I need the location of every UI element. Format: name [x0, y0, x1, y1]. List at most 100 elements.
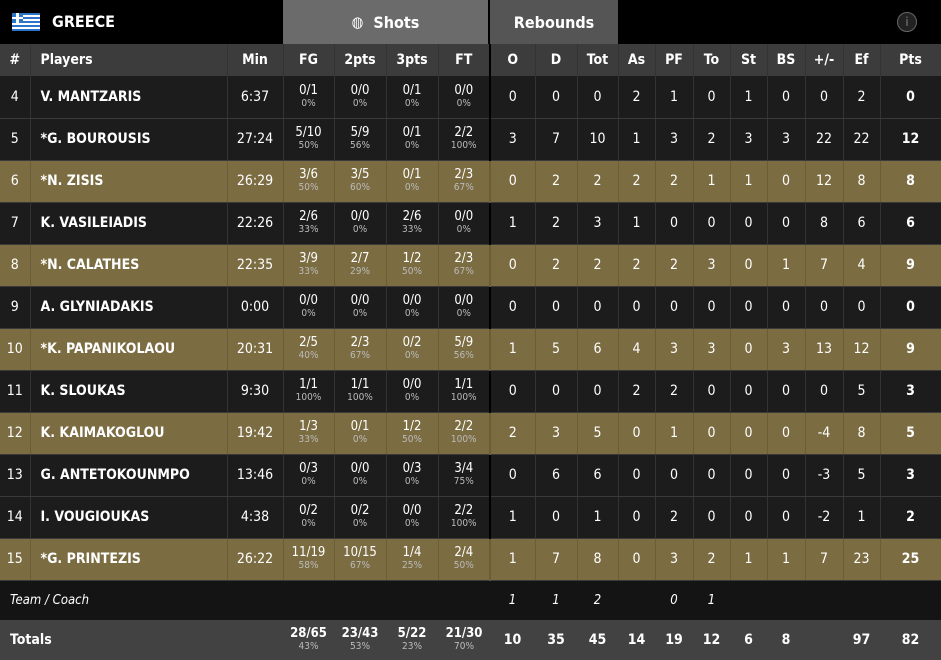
- pf-stat: 1: [655, 76, 694, 119]
- p3-stat: 0/2 0%: [386, 328, 439, 371]
- fg-stat: 11/19 58%: [283, 538, 335, 581]
- p2-stat: 0/0 0%: [334, 286, 387, 329]
- column-header[interactable]: 2pts: [334, 44, 387, 76]
- player-row[interactable]: 5 *G. BOUROUSIS 27:24 5/10 50% 5/9 56% 0/1 0% 2/2…: [0, 118, 941, 161]
- pf-stat: 3: [655, 538, 694, 581]
- p2-stat: 0/0 0%: [334, 76, 387, 119]
- player-row[interactable]: 14 I. VOUGIOUKAS 4:38 0/2 0% 0/2 0% 0/0 0% 2/2 100…: [0, 496, 941, 539]
- tot-stat: 2: [577, 244, 619, 287]
- player-row[interactable]: 12 K. KAIMAKOGLOU 19:42 1/3 33% 0/1 0% 1/2 50% 2/…: [0, 412, 941, 455]
- column-header[interactable]: Players: [30, 44, 228, 76]
- bs-stat: 0: [767, 454, 806, 497]
- pf-stat: 2: [655, 160, 694, 203]
- column-header[interactable]: As: [618, 44, 656, 76]
- ef-stat: 8: [843, 160, 881, 203]
- greece-flag-icon: [12, 13, 40, 31]
- o-stat: 0: [490, 370, 536, 413]
- as-stat: 0: [618, 538, 656, 581]
- bs-stat: 0: [767, 202, 806, 245]
- player-row[interactable]: 10 *K. PAPANIKOLAOU 20:31 2/5 40% 2/3 67% 0/2 0%…: [0, 328, 941, 371]
- st-stat: 1: [730, 538, 768, 581]
- column-header[interactable]: To: [693, 44, 731, 76]
- column-header[interactable]: FT: [438, 44, 491, 76]
- ef-total: 97: [843, 620, 880, 660]
- pf-stat: 2: [655, 244, 694, 287]
- pts-stat: 5: [880, 412, 941, 455]
- column-header[interactable]: #: [0, 44, 31, 76]
- info-icon[interactable]: i: [897, 12, 917, 32]
- to-stat: 0: [693, 496, 731, 539]
- player-number: 13: [0, 454, 31, 497]
- as-stat: 0: [618, 286, 656, 329]
- column-header[interactable]: D: [535, 44, 578, 76]
- pf-stat: 2: [655, 496, 694, 539]
- ft-stat: 0/0 0%: [438, 286, 491, 329]
- tot-stat: 6: [577, 454, 619, 497]
- bs-total: 8: [767, 620, 805, 660]
- column-header[interactable]: St: [730, 44, 768, 76]
- pts-stat: 2: [880, 496, 941, 539]
- tot-stat: 5: [577, 412, 619, 455]
- player-name: V. MANTZARIS: [30, 76, 228, 119]
- player-row[interactable]: 9 A. GLYNIADAKIS 0:00 0/0 0% 0/0 0% 0/0 0% 0/0 0% 0…: [0, 286, 941, 329]
- fg-stat: 3/9 33%: [283, 244, 335, 287]
- p3-stat: 2/6 33%: [386, 202, 439, 245]
- pts-stat: 0: [880, 76, 941, 119]
- o-stat: 1: [490, 202, 536, 245]
- column-header[interactable]: PF: [655, 44, 694, 76]
- pm-stat: 22: [805, 118, 844, 161]
- ef-stat: 1: [843, 496, 881, 539]
- pm-stat: 0: [805, 370, 844, 413]
- pm-total: [805, 620, 843, 660]
- column-header[interactable]: FG: [283, 44, 335, 76]
- column-header[interactable]: +/-: [805, 44, 844, 76]
- player-row[interactable]: 15 *G. PRINTEZIS 26:22 11/19 58% 10/15 67% 1/4 2…: [0, 538, 941, 581]
- totals-row: Totals 28/65 43% 23/43 53% 5/22 23% 21/30 70% 10 3…: [0, 620, 941, 660]
- column-header[interactable]: 3pts: [386, 44, 439, 76]
- player-row[interactable]: 8 *N. CALATHES 22:35 3/9 33% 2/7 29% 1/2 50% 2/3 6…: [0, 244, 941, 287]
- st-stat: 1: [730, 160, 768, 203]
- tot-stat: 2: [577, 580, 618, 620]
- column-header[interactable]: Min: [227, 44, 284, 76]
- as-stat: 2: [618, 244, 656, 287]
- team-name: GREECE: [52, 12, 115, 31]
- st-stat: [730, 580, 767, 620]
- column-header[interactable]: Ef: [843, 44, 881, 76]
- o-stat: 0: [490, 160, 536, 203]
- column-header[interactable]: Tot: [577, 44, 619, 76]
- o-stat: 0: [490, 244, 536, 287]
- player-row[interactable]: 6 *N. ZISIS 26:29 3/6 50% 3/5 60% 0/1 0% 2/3 67% 0 2…: [0, 160, 941, 203]
- pf-stat: 3: [655, 118, 694, 161]
- pm-stat: -4: [805, 412, 844, 455]
- to-stat: 0: [693, 286, 731, 329]
- ef-stat: [843, 580, 880, 620]
- ft-stat: 5/9 56%: [438, 328, 491, 371]
- fg-stat: 1/3 33%: [283, 412, 335, 455]
- player-number: 5: [0, 118, 31, 161]
- player-row[interactable]: 11 K. SLOUKAS 9:30 1/1 100% 1/1 100% 0/0 0% 1/1 10…: [0, 370, 941, 413]
- column-header[interactable]: BS: [767, 44, 806, 76]
- player-row[interactable]: 13 G. ANTETOKOUNMPO 13:46 0/3 0% 0/0 0% 0/3 0% 3/…: [0, 454, 941, 497]
- p2-stat: 10/15 67%: [334, 538, 387, 581]
- minutes: 22:26: [227, 202, 284, 245]
- fg-stat: 5/10 50%: [283, 118, 335, 161]
- tab-shots[interactable]: ◍ Shots: [283, 0, 488, 44]
- ef-stat: 8: [843, 412, 881, 455]
- player-row[interactable]: 4 V. MANTZARIS 6:37 0/1 0% 0/0 0% 0/1 0% 0/0 0% 0 0 0…: [0, 76, 941, 119]
- d-stat: 7: [535, 538, 578, 581]
- ef-stat: 0: [843, 286, 881, 329]
- column-header[interactable]: Pts: [880, 44, 941, 76]
- pf-stat: 0: [655, 202, 694, 245]
- minutes: 9:30: [227, 370, 284, 413]
- tab-rebounds[interactable]: Rebounds: [490, 0, 618, 44]
- bs-stat: 1: [767, 538, 806, 581]
- p3-stat: 1/2 50%: [386, 244, 439, 287]
- p3-stat: 0/0 0%: [386, 286, 439, 329]
- fg-stat: 2/6 33%: [283, 202, 335, 245]
- column-header[interactable]: O: [490, 44, 536, 76]
- pm-stat: -3: [805, 454, 844, 497]
- o-stat: 0: [490, 454, 536, 497]
- d-stat: 0: [535, 496, 578, 539]
- st-stat: 0: [730, 412, 768, 455]
- player-row[interactable]: 7 K. VASILEIADIS 22:26 2/6 33% 0/0 0% 2/6 33% 0/0…: [0, 202, 941, 245]
